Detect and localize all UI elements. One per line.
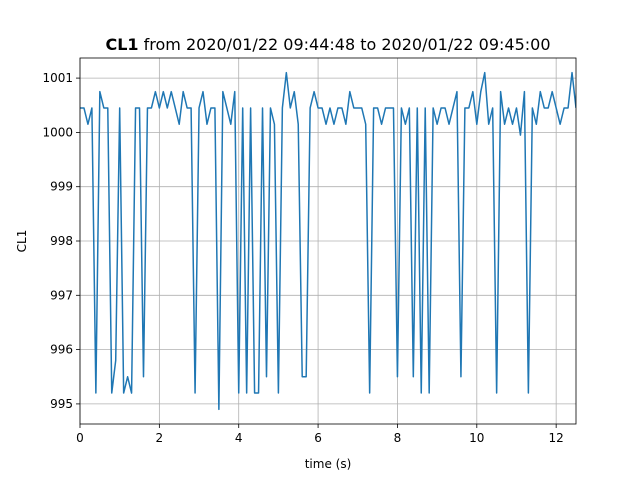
y-tick-label: 995 (50, 397, 73, 411)
y-axis-label: CL1 (15, 230, 29, 253)
x-tick-label: 6 (314, 431, 322, 445)
x-axis-label: time (s) (305, 457, 352, 471)
x-tick-label: 12 (549, 431, 564, 445)
x-tick-label: 8 (394, 431, 402, 445)
y-tick-label: 998 (50, 234, 73, 248)
x-tick-label: 0 (76, 431, 84, 445)
x-tick-label: 4 (235, 431, 243, 445)
chart-title: CL1 from 2020/01/22 09:44:48 to 2020/01/… (105, 35, 550, 54)
data-line (80, 71, 576, 411)
y-tick-label: 1000 (42, 125, 73, 139)
title-text: from 2020/01/22 09:44:48 to 2020/01/22 0… (144, 35, 551, 54)
x-tick-label: 2 (156, 431, 164, 445)
y-tick-label: 996 (50, 343, 73, 357)
y-tick-label: 1001 (42, 71, 73, 85)
y-tick-label: 997 (50, 288, 73, 302)
plot-frame (79, 57, 577, 425)
x-tick-label: 10 (469, 431, 484, 445)
title-bold: CL1 (105, 35, 138, 54)
y-tick-label: 999 (50, 180, 73, 194)
